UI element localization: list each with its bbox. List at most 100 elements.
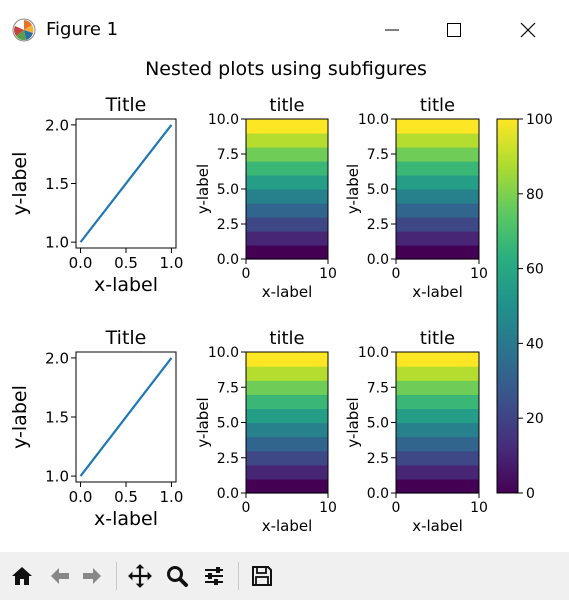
x-axis-label: x-label [412, 283, 463, 301]
colorbar: 0 20 40 60 80 100 [496, 112, 553, 502]
y-tick-label: 2.0 [45, 349, 69, 367]
x-tick-label: 1.0 [160, 488, 184, 506]
y-tick-label: 2.5 [367, 451, 389, 467]
x-tick-label: 10 [470, 500, 488, 516]
heatmap-cell [396, 478, 479, 494]
subplot-title: title [269, 95, 304, 116]
home-button[interactable] [8, 562, 36, 590]
x-axis-label: x-label [262, 517, 313, 535]
y-axis-label: y-label [9, 385, 31, 449]
colorbar-gradient [496, 118, 519, 494]
heatmap-cell [396, 203, 479, 218]
subplot: 0 10 0.0 2.5 5.0 7.5 10.0 title x-label y-label [194, 95, 337, 301]
figure-canvas[interactable]: Nested plots using subfigures 0.0 0.5 1.0 1… [0, 58, 569, 552]
y-axis-label: y-label [344, 397, 362, 447]
x-tick-label: 0 [242, 500, 251, 516]
x-tick-label: 10 [319, 266, 337, 282]
back-icon [51, 568, 69, 584]
y-tick-label: 0.0 [367, 252, 389, 268]
forward-button[interactable] [78, 562, 106, 590]
zoom-icon [167, 566, 188, 587]
subplot: 0.0 0.5 1.0 1.0 1.5 2.0 Title x-label y-label [9, 327, 183, 530]
save-button[interactable] [248, 562, 276, 590]
x-axis-label: x-label [94, 508, 158, 530]
heatmap-cell [246, 161, 328, 176]
y-tick-label: 1.0 [45, 467, 69, 485]
subplot-title: Title [105, 327, 147, 349]
back-button[interactable] [46, 562, 74, 590]
x-axis-label: x-label [412, 517, 463, 535]
colorbar-tick-label: 0 [526, 486, 535, 502]
heatmap-cell [396, 422, 479, 438]
heatmap-cell [396, 189, 479, 204]
heatmap-cell [246, 464, 328, 480]
x-axis-label: x-label [262, 283, 313, 301]
forward-icon [83, 568, 101, 584]
y-tick-label: 5.0 [217, 182, 239, 198]
y-tick-label: 7.5 [217, 380, 239, 396]
x-tick-label: 0.5 [114, 254, 138, 272]
heatmap-cell [396, 245, 479, 260]
y-tick-label: 10.0 [208, 112, 239, 128]
close-button[interactable] [502, 12, 554, 48]
y-tick-label: 5.0 [367, 182, 389, 198]
window-titlebar: Figure 1 [0, 0, 569, 58]
heatmap-cell [246, 394, 328, 409]
heatmap-cell [396, 161, 479, 176]
colorbar-tick-label: 80 [526, 187, 544, 203]
figure-svg: Nested plots using subfigures 0.0 0.5 1.0 1… [9, 58, 553, 535]
window-title: Figure 1 [46, 19, 119, 40]
heatmap-cell [246, 119, 328, 134]
minimize-button[interactable] [366, 12, 418, 48]
figure-suptitle: Nested plots using subfigures [145, 58, 427, 80]
pan-button[interactable] [126, 562, 154, 590]
maximize-button[interactable] [428, 12, 480, 48]
heatmap-cell [246, 408, 328, 424]
x-tick-label: 0.5 [114, 488, 138, 506]
zoom-button[interactable] [163, 562, 191, 590]
y-tick-label: 2.0 [45, 116, 69, 134]
heatmap-cell [246, 422, 328, 438]
y-axis-label: y-label [344, 164, 362, 214]
x-tick-label: 0.0 [69, 254, 93, 272]
x-axis-label: x-label [94, 274, 158, 296]
x-tick-label: 0 [392, 500, 401, 516]
heatmap-cell [396, 147, 479, 162]
heatmap-cell [246, 380, 328, 395]
save-icon [252, 566, 272, 586]
y-axis-label: y-label [194, 164, 212, 214]
heatmap-cell [396, 394, 479, 409]
heatmap-cell [246, 231, 328, 246]
y-tick-label: 1.0 [45, 234, 69, 252]
heatmap-cell [396, 464, 479, 480]
colorbar-tick-label: 100 [526, 112, 553, 128]
maximize-icon [447, 23, 461, 37]
heatmap-cell [396, 366, 479, 381]
colorbar-tick-label: 20 [526, 411, 544, 427]
heatmap-cell [396, 175, 479, 190]
y-tick-label: 2.5 [367, 217, 389, 233]
subplot: 0 10 0.0 2.5 5.0 7.5 10.0 title x-label y-label [344, 328, 488, 535]
y-tick-label: 10.0 [208, 345, 239, 361]
heatmap-cell [246, 366, 328, 381]
configure-subplots-button[interactable] [200, 562, 228, 590]
x-tick-label: 10 [470, 266, 488, 282]
line-series [79, 357, 173, 477]
y-tick-label: 5.0 [217, 416, 239, 432]
matplotlib-logo-icon [12, 18, 36, 42]
heatmap-cell [396, 119, 479, 134]
y-tick-label: 10.0 [358, 345, 389, 361]
y-tick-label: 7.5 [367, 147, 389, 163]
heatmap-cell [246, 203, 328, 218]
heatmap-cell [396, 217, 479, 232]
heatmap-cell [396, 380, 479, 395]
y-tick-label: 0.0 [217, 252, 239, 268]
y-tick-label: 1.5 [45, 175, 69, 193]
x-tick-label: 0 [392, 266, 401, 282]
subplot-title: title [420, 95, 455, 116]
heatmap-cell [396, 436, 479, 452]
y-tick-label: 10.0 [358, 112, 389, 128]
heatmap-cell [396, 133, 479, 148]
heatmap-cell [396, 231, 479, 246]
y-tick-label: 7.5 [367, 380, 389, 396]
